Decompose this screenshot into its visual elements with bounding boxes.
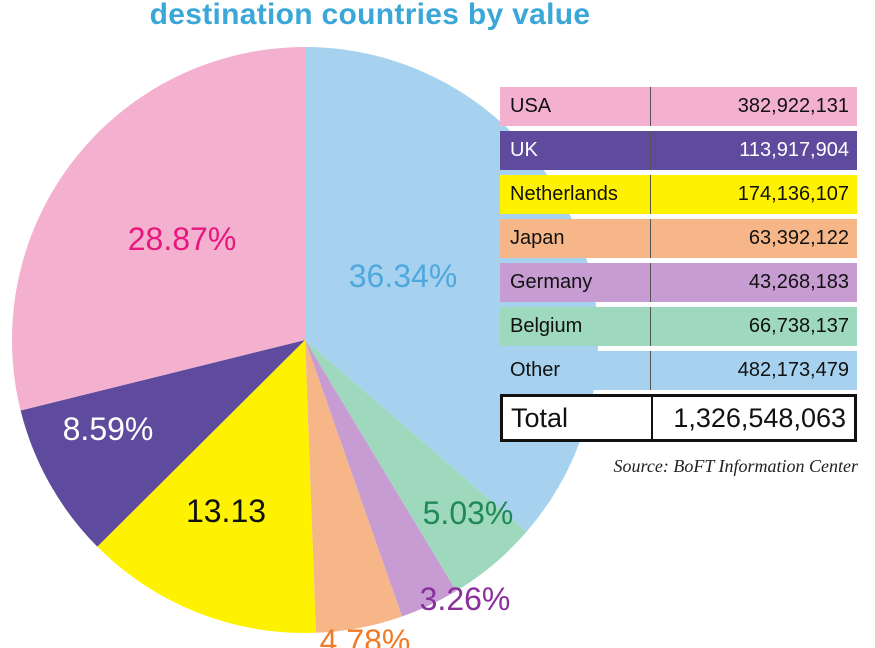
legend-row-netherlands: Netherlands 174,136,107: [500, 175, 857, 214]
legend-value: 66,738,137: [650, 307, 857, 346]
legend-value: 43,268,183: [650, 263, 857, 302]
source-note: Source: BoFT Information Center: [613, 456, 858, 476]
legend-country: UK: [510, 139, 538, 161]
pie-slice-uk: [20, 340, 306, 547]
legend-row-usa: USA 382,922,131: [500, 87, 857, 126]
legend-row-germany: Germany 43,268,183: [500, 263, 857, 302]
slice-label-germany: 3.26%: [420, 581, 511, 617]
legend-country: USA: [510, 95, 552, 117]
legend-country: Netherlands: [510, 183, 618, 205]
legend-country: Germany: [510, 271, 593, 293]
slice-label-other: 36.34%: [349, 258, 458, 294]
pie-slice-belgium: [305, 340, 527, 591]
legend-country: Japan: [510, 227, 565, 249]
legend-value: 113,917,904: [650, 131, 857, 170]
slice-label-belgium: 5.03%: [423, 495, 514, 531]
legend-value: 482,173,479: [650, 351, 857, 390]
legend-value: 63,392,122: [650, 219, 857, 258]
chart-title: destination countries by value: [149, 0, 591, 31]
slice-label-japan: 4.78%: [320, 623, 411, 648]
total-value: 1,326,548,063: [673, 402, 846, 433]
pie-slice-japan: [305, 340, 402, 633]
legend-row-other: Other 482,173,479: [500, 351, 857, 390]
legend-country: Belgium: [510, 315, 583, 337]
pie-slice-germany: [305, 340, 457, 617]
legend-row-japan: Japan 63,392,122: [500, 219, 857, 258]
pie-slice-usa: [11, 47, 305, 411]
slice-label-usa: 28.87%: [128, 221, 237, 257]
total-label: Total: [503, 397, 653, 439]
legend-row-uk: UK 113,917,904: [500, 131, 857, 170]
pie-slice-netherlands: [97, 340, 316, 633]
legend-value: 382,922,131: [650, 87, 857, 126]
legend-row-belgium: Belgium 66,738,137: [500, 307, 857, 346]
total-row: Total 1,326,548,063: [500, 394, 857, 442]
legend-country: Other: [510, 359, 561, 381]
legend-value: 174,136,107: [650, 175, 857, 214]
slice-label-uk: 8.59%: [63, 411, 154, 447]
slice-label-netherlands: 13.13: [186, 493, 266, 529]
